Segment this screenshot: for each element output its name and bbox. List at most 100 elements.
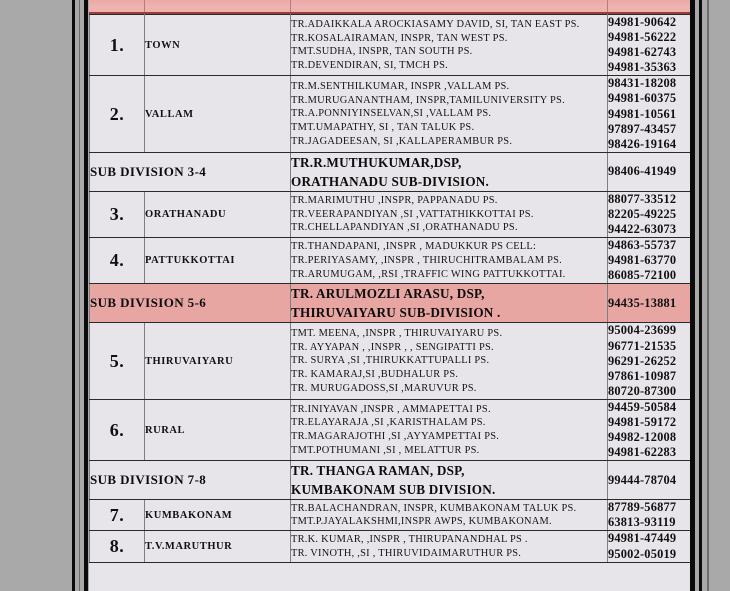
station-row: 7. KUMBAKONAM TR.BALACHANDRAN, INSPR, KUMB… xyxy=(89,499,690,532)
phone-number: 86085-72100 xyxy=(608,268,677,283)
phone-number: 94981-62743 xyxy=(608,45,677,60)
phone-number: 94422-63073 xyxy=(608,222,677,237)
directory-sheet: 1. TOWN TR.ADAIKKALA AROCKIASAMY DAVID, SI… xyxy=(89,0,690,591)
officer-cell: TR.M.SENTHILKUMAR, INSPR ,VALLAM PS. TR.M… xyxy=(290,75,608,153)
phone-number: 98406-41949 xyxy=(608,164,677,179)
cut-off-header-band xyxy=(89,0,690,14)
serial-number: 2. xyxy=(89,75,145,153)
officer-line: TR.BALACHANDRAN, INSPR, KUMBAKONAM TALUK… xyxy=(291,502,577,514)
phone-number: 94981-62283 xyxy=(608,445,677,460)
table-body: 1. TOWN TR.ADAIKKALA AROCKIASAMY DAVID, SI… xyxy=(89,13,690,563)
officer-cell: TR.K. KUMAR, ,INSPR , THIRUPANANDHAL PS … xyxy=(290,530,608,563)
station-row: 1. TOWN TR.ADAIKKALA AROCKIASAMY DAVID, SI… xyxy=(89,13,690,77)
station-row: 6. RURAL TR.INIYAVAN ,INSPR , AMMAPETTAI P… xyxy=(89,398,690,462)
phone-number: 80720-87300 xyxy=(608,383,677,398)
officer-line: TR.ARUMUGAM, ,RSI ,TRAFFIC WING PATTUKKO… xyxy=(291,268,566,280)
serial-number: 8. xyxy=(89,530,145,563)
station-name: KUMBAKONAM xyxy=(144,499,291,532)
phone-cell: 94981-47449 95002-05019 xyxy=(607,530,690,563)
sub-division-label: SUB DIVISION 3-4 xyxy=(89,151,291,192)
officer-line: TR.DEVENDIRAN, SI, TMCH PS. xyxy=(291,59,448,71)
officer-line: KUMBAKONAM SUB DIVISION. xyxy=(291,482,496,498)
officer-line: TR. KAMARAJ,SI ,BUDHALUR PS. xyxy=(291,368,459,380)
phone-cell: 87789-56877 63813-93119 xyxy=(607,499,690,532)
officer-line: TR.VEERAPANDIYAN ,SI ,VATTATHIKKOTTAI PS… xyxy=(291,208,534,220)
officer-line: TR. AYYAPAN , ,INSPR , , SENGIPATTI PS. xyxy=(291,341,494,353)
serial-number: 5. xyxy=(89,322,145,400)
phone-number: 94981-60375 xyxy=(608,91,677,106)
officer-cell: TR.MARIMUTHU ,INSPR, PAPPANADU PS. TR.VEE… xyxy=(290,190,608,239)
phone-number: 94863-55737 xyxy=(608,238,677,253)
phone-cell: 94981-90642 94981-56222 94981-62743 94981-3… xyxy=(607,13,690,77)
officer-line: ORATHANADU SUB-DIVISION. xyxy=(291,173,489,189)
officer-line: TR.R.MUTHUKUMAR,DSP, xyxy=(291,154,462,170)
serial-number: 4. xyxy=(89,237,145,285)
phone-number: 94981-56222 xyxy=(608,30,677,45)
station-row: 8. T.V.MARUTHUR TR.K. KUMAR, ,INSPR , THIR… xyxy=(89,530,690,563)
page-right-rule-inner xyxy=(690,0,695,591)
phone-number: 94981-59172 xyxy=(608,414,677,429)
station-row: 4. PATTUKKOTTAI TR.THANDAPANI, ,INSPR , MA… xyxy=(89,237,690,285)
phone-number: 63813-93119 xyxy=(608,515,676,530)
phone-number: 96771-21535 xyxy=(608,338,677,353)
sub-division-row: SUB DIVISION 5-6 TR. ARULMOZLI ARASU, DSP… xyxy=(89,283,690,324)
officer-line: TR. VINOTH, ,SI , THIRUVIDAIMARUTHUR PS. xyxy=(291,547,522,559)
officer-line: TR. SURYA ,SI ,THIRUKKATTUPALLI PS. xyxy=(291,355,490,367)
station-name: PATTUKKOTTAI xyxy=(144,237,291,285)
officer-line: TMT.POTHUMANI ,SI , MELATTUR PS. xyxy=(291,444,480,456)
phone-cell: 98431-18208 94981-60375 94981-10561 97897-4… xyxy=(607,75,690,153)
phone-number: 95004-23699 xyxy=(608,323,677,338)
phone-number: 94981-10561 xyxy=(608,106,677,121)
station-row: 2. VALLAM TR.M.SENTHILKUMAR, INSPR ,VALLAM… xyxy=(89,75,690,153)
sub-division-officer-cell: TR.R.MUTHUKUMAR,DSP, ORATHANADU SUB-DIVIS… xyxy=(290,151,608,192)
phone-number: 87789-56877 xyxy=(608,500,677,515)
station-name: TOWN xyxy=(144,13,291,77)
officer-line: TR.INIYAVAN ,INSPR , AMMAPETTAI PS. xyxy=(291,403,491,415)
station-name: VALLAM xyxy=(144,75,291,153)
directory-table: 1. TOWN TR.ADAIKKALA AROCKIASAMY DAVID, SI… xyxy=(89,13,690,563)
phone-number: 94981-90642 xyxy=(608,15,677,29)
station-row: 5. THIRUVAIYARU TMT. MEENA, ,INSPR , THIRU… xyxy=(89,322,690,400)
serial-number: 6. xyxy=(89,398,145,462)
page-left-rule-inner xyxy=(84,0,88,591)
station-name: RURAL xyxy=(144,398,291,462)
officer-cell: TR.INIYAVAN ,INSPR , AMMAPETTAI PS. TR.EL… xyxy=(290,398,608,462)
phone-number: 94982-12008 xyxy=(608,430,677,445)
officer-line: TR.PERIYASAMY, ,INSPR , THIRUCHITRAMBALA… xyxy=(291,254,562,266)
page-right-rule-mid xyxy=(699,0,702,591)
phone-number: 82205-49225 xyxy=(608,206,677,221)
officer-line: TR.MAGARAJOTHI ,SI ,AYYAMPETTAI PS. xyxy=(291,431,500,443)
officer-line: TR. MURUGADOSS,SI ,MARUVUR PS. xyxy=(291,382,477,394)
officer-line: TR.THANDAPANI, ,INSPR , MADUKKUR PS CELL… xyxy=(291,241,537,253)
sub-division-phone-cell: 98406-41949 xyxy=(607,151,690,192)
officer-line: TR. ARULMOZLI ARASU, DSP, xyxy=(291,286,485,302)
officer-cell: TR.BALACHANDRAN, INSPR, KUMBAKONAM TALUK… xyxy=(290,499,608,532)
phone-number: 94459-50584 xyxy=(608,399,677,414)
officer-line: TR.K. KUMAR, ,INSPR , THIRUPANANDHAL PS … xyxy=(291,533,528,545)
phone-cell: 95004-23699 96771-21535 96291-26252 97861-1… xyxy=(607,322,690,400)
sub-division-officer-cell: TR. THANGA RAMAN, DSP, KUMBAKONAM SUB DIV… xyxy=(290,460,608,501)
phone-cell: 94863-55737 94981-63770 86085-72100 xyxy=(607,237,690,285)
page-left-rule-mid xyxy=(79,0,80,591)
sub-division-label: SUB DIVISION 7-8 xyxy=(89,460,291,501)
serial-number: 1. xyxy=(89,13,145,77)
phone-number: 97861-10987 xyxy=(608,368,677,383)
officer-line: TR.A.PONNIYINSELVAN,SI ,VALLAM PS. xyxy=(291,108,492,120)
officer-line: TMT.P.JAYALAKSHMI,INSPR AWPS, KUMBAKONAM… xyxy=(291,516,552,528)
phone-number: 94981-63770 xyxy=(608,253,677,268)
phone-number: 98426-19164 xyxy=(608,136,677,151)
station-name: T.V.MARUTHUR xyxy=(144,530,291,563)
page-left-rule-outer xyxy=(72,0,75,591)
sub-division-row: SUB DIVISION 3-4 TR.R.MUTHUKUMAR,DSP, ORAT… xyxy=(89,151,690,192)
phone-cell: 94459-50584 94981-59172 94982-12008 94981-6… xyxy=(607,398,690,462)
sub-division-label: SUB DIVISION 5-6 xyxy=(89,283,291,324)
officer-line: TMT.SUDHA, INSPR, TAN SOUTH PS. xyxy=(291,46,473,58)
officer-line: THIRUVAIYARU SUB-DIVISION . xyxy=(291,305,501,321)
officer-line: TR. THANGA RAMAN, DSP, xyxy=(291,463,465,479)
phone-number: 96291-26252 xyxy=(608,353,677,368)
sub-division-row: SUB DIVISION 7-8 TR. THANGA RAMAN, DSP, KU… xyxy=(89,460,690,501)
sub-division-phone-cell: 99444-78704 xyxy=(607,460,690,501)
phone-number: 98431-18208 xyxy=(608,76,677,91)
officer-line: TMT.UMAPATHY, SI , TAN TALUK PS. xyxy=(291,121,475,133)
